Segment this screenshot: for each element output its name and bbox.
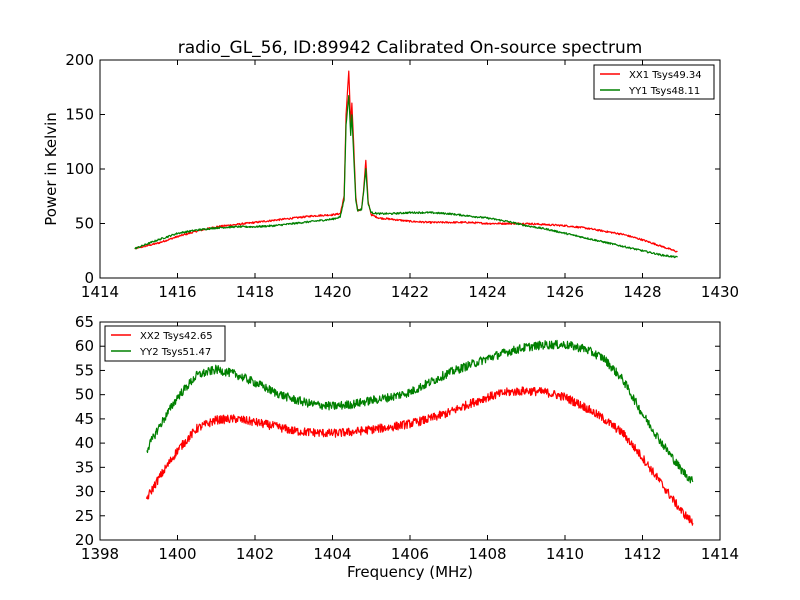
bottom-ytick-label: 20: [75, 531, 94, 549]
top-ytick-label: 50: [75, 215, 94, 233]
bottom-plot-ticks: 1398 1400 1402 1404 1406 1408 1410 1412 1414 20 25…: [75, 313, 739, 563]
bottom-xtick-label: 1404: [313, 545, 351, 563]
bottom-ytick-label: 45: [75, 410, 94, 428]
bottom-xtick-label: 1414: [701, 545, 739, 563]
top-xtick-label: 1426: [546, 283, 584, 301]
top-ytick-label: 200: [65, 51, 94, 69]
top-xtick-label: 1414: [81, 283, 119, 301]
top-xtick-label: 1418: [236, 283, 274, 301]
top-xtick-label: 1420: [313, 283, 351, 301]
bottom-plot-xlabel: Frequency (MHz): [347, 563, 473, 581]
top-xtick-label: 1416: [158, 283, 196, 301]
bottom-ytick-label: 55: [75, 361, 94, 379]
bottom-xtick-label: 1410: [546, 545, 584, 563]
bottom-ytick-label: 40: [75, 434, 94, 452]
bottom-xtick-label: 1412: [623, 545, 661, 563]
top-plot-lines: [134, 70, 678, 259]
bottom-ytick-label: 25: [75, 507, 94, 525]
bottom-legend-label-yy2: YY2 Tsys51.47: [139, 347, 211, 358]
bottom-xtick-label: 1402: [236, 545, 274, 563]
top-xtick-label: 1424: [468, 283, 506, 301]
top-xtick-label: 1430: [701, 283, 739, 301]
bottom-legend: XX2 Tsys42.65 YY2 Tsys51.47: [104, 325, 226, 362]
top-legend-label-xx1: XX1 Tsys49.34: [629, 70, 702, 81]
top-ytick-label: 100: [65, 160, 94, 178]
bottom-xtick-label: 1398: [81, 545, 119, 563]
bottom-plot-lines: [145, 339, 694, 526]
top-xtick-label: 1422: [391, 283, 429, 301]
chart-title: radio_GL_56, ID:89942 Calibrated On-sour…: [178, 38, 643, 58]
top-series-xx-line: [134, 70, 678, 253]
bottom-series-xx-line: [145, 386, 694, 526]
top-ytick-label: 0: [84, 269, 94, 287]
bottom-plot: 1398 1400 1402 1404 1406 1408 1410 1412 1414 20 25…: [75, 313, 739, 581]
bottom-xtick-label: 1400: [158, 545, 196, 563]
top-series-yy-line: [134, 94, 678, 259]
top-legend-label-yy1: YY1 Tsys48.11: [628, 86, 700, 97]
bottom-xtick-label: 1406: [391, 545, 429, 563]
bottom-ytick-label: 50: [75, 386, 94, 404]
top-plot-ticks: 1414 1416 1418 1420 1422 1424 1426 1428 1430 0 50 1…: [65, 51, 739, 301]
top-legend-box: [593, 64, 715, 100]
bottom-series-yy-line: [146, 339, 694, 484]
top-plot-ylabel: Power in Kelvin: [42, 112, 60, 226]
top-plot: 1414 1416 1418 1420 1422 1424 1426 1428 1430 0 50 1…: [42, 51, 739, 301]
top-xtick-label: 1428: [623, 283, 661, 301]
top-ytick-label: 150: [65, 106, 94, 124]
bottom-ytick-label: 65: [75, 313, 94, 331]
bottom-legend-label-xx2: XX2 Tsys42.65: [140, 331, 213, 342]
top-legend: XX1 Tsys49.34 YY1 Tsys48.11: [593, 64, 715, 100]
bottom-ytick-label: 60: [75, 337, 94, 355]
bottom-legend-box: [104, 325, 226, 362]
bottom-xtick-label: 1408: [468, 545, 506, 563]
bottom-ytick-label: 30: [75, 483, 94, 501]
bottom-ytick-label: 35: [75, 458, 94, 476]
